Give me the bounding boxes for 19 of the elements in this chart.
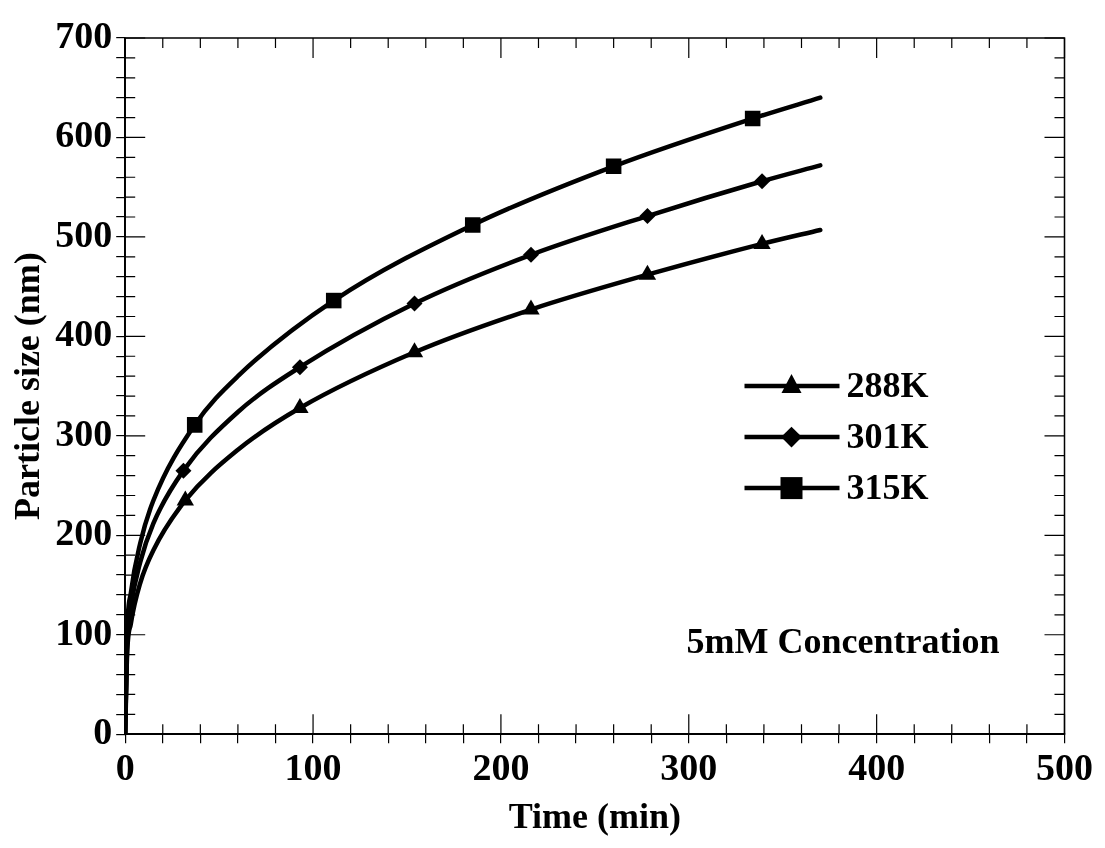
x-tick-label: 500 [1036,745,1093,788]
y-tick-label: 700 [55,13,113,56]
x-tick-label: 100 [284,745,342,788]
x-tick-label: 300 [660,745,718,788]
y-tick-label: 300 [55,411,113,454]
y-tick-label: 500 [55,212,113,255]
y-axis-title: Particle size (nm) [6,252,47,521]
y-tick-label: 600 [55,113,113,156]
y-tick-label: 100 [55,610,113,653]
x-tick-label: 400 [848,745,906,788]
legend-label: 301K [846,416,929,457]
y-tick-label: 0 [93,710,113,753]
annotation: 5mM Concentration [686,621,1000,662]
x-tick-label: 200 [472,745,530,788]
x-axis-title: Time (min) [508,795,682,836]
y-tick-label: 200 [55,511,113,554]
legend-label: 315K [846,467,929,508]
legend-label: 288K [846,365,929,406]
y-tick-label: 400 [55,312,113,355]
